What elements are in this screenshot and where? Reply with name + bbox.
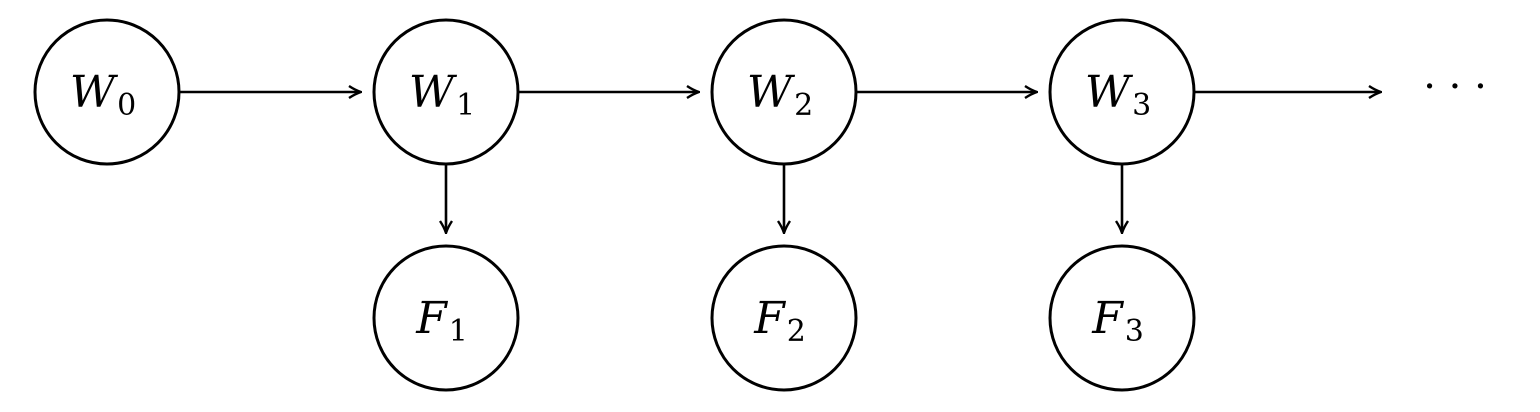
node-f1: F1 <box>372 244 520 392</box>
node-circle <box>1048 244 1196 392</box>
node-w3: W3 <box>1048 18 1196 166</box>
node-label-w3: W3 <box>1085 67 1151 123</box>
node-circle <box>33 18 181 166</box>
node-subscript: 3 <box>1125 314 1144 349</box>
node-letter: W <box>1085 67 1134 118</box>
node-f2: F2 <box>710 244 858 392</box>
node-circle <box>372 18 520 166</box>
node-label-f2: F2 <box>753 293 806 349</box>
node-subscript: 0 <box>117 88 136 123</box>
node-label-w0: W0 <box>70 67 136 123</box>
node-label-w2: W2 <box>747 67 813 123</box>
node-subscript: 1 <box>456 88 475 123</box>
node-subscript: 3 <box>1132 88 1151 123</box>
node-subscript: 1 <box>449 314 468 349</box>
node-f3: F3 <box>1048 244 1196 392</box>
node-letter: W <box>70 67 119 118</box>
node-letter: W <box>747 67 796 118</box>
edges <box>179 92 1380 232</box>
node-label-w1: W1 <box>409 67 475 123</box>
continuation-ellipsis: · · · <box>1423 64 1487 110</box>
node-letter: W <box>409 67 458 118</box>
node-subscript: 2 <box>787 314 806 349</box>
node-letter: F <box>1091 293 1124 344</box>
node-label-f3: F3 <box>1091 293 1144 349</box>
node-w1: W1 <box>372 18 520 166</box>
node-circle <box>710 244 858 392</box>
node-letter: F <box>753 293 786 344</box>
node-circle <box>372 244 520 392</box>
node-circle <box>1048 18 1196 166</box>
node-w0: W0 <box>33 18 181 166</box>
node-w2: W2 <box>710 18 858 166</box>
node-circle <box>710 18 858 166</box>
node-label-f1: F1 <box>415 293 468 349</box>
node-subscript: 2 <box>794 88 813 123</box>
node-letter: F <box>415 293 448 344</box>
